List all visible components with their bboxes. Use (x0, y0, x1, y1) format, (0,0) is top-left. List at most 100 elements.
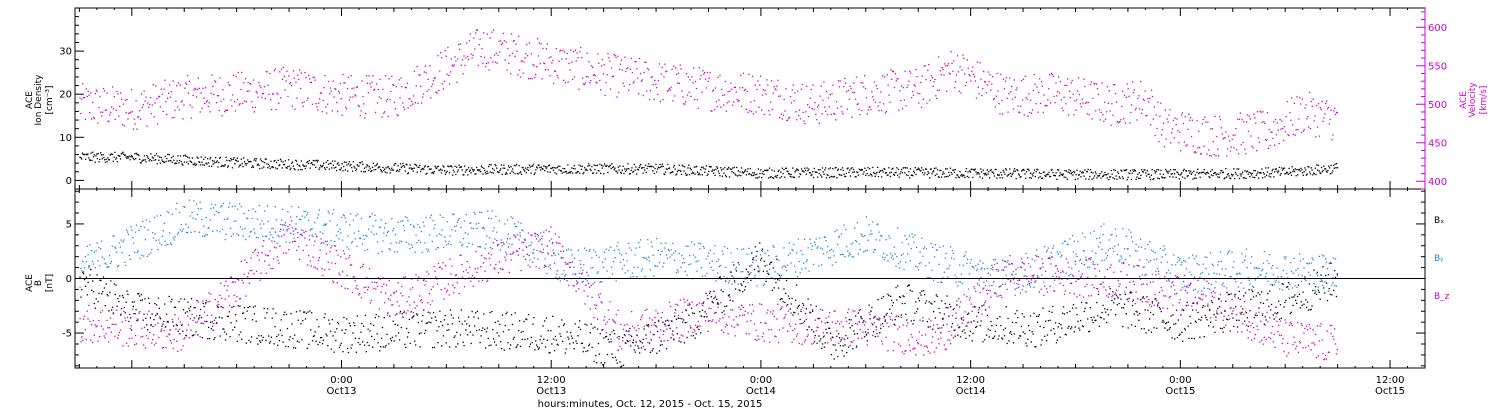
data-point (802, 170, 804, 172)
data-point (851, 256, 853, 258)
data-point (752, 261, 754, 263)
data-point (791, 248, 793, 251)
data-point (567, 81, 569, 83)
data-point (766, 264, 768, 266)
data-point (1306, 262, 1308, 264)
data-point (187, 226, 190, 229)
data-point (412, 311, 415, 314)
data-point (530, 53, 532, 55)
data-point (1133, 89, 1135, 91)
data-point (746, 253, 748, 255)
data-point (261, 96, 263, 99)
data-point (86, 95, 88, 98)
data-point (372, 162, 374, 164)
data-point (996, 295, 998, 298)
data-point (148, 160, 150, 162)
data-point (391, 304, 393, 306)
data-point (482, 227, 484, 229)
data-point (1316, 273, 1318, 275)
data-point (537, 235, 539, 237)
data-point (389, 299, 391, 301)
data-point (216, 95, 219, 97)
data-point (1224, 274, 1226, 276)
data-point (232, 94, 234, 96)
data-point (380, 291, 382, 293)
data-point (964, 84, 967, 87)
data-point (252, 166, 254, 168)
data-point (480, 171, 482, 173)
data-point (596, 272, 598, 274)
data-point (763, 113, 765, 116)
data-point (855, 76, 858, 78)
data-point (1307, 165, 1309, 168)
data-point (135, 158, 137, 160)
data-point (966, 59, 968, 61)
data-point (903, 167, 905, 169)
data-point (488, 217, 490, 219)
data-point (240, 260, 242, 262)
data-point (716, 260, 718, 263)
data-point (1290, 119, 1292, 121)
data-point (427, 166, 429, 168)
data-point (839, 174, 841, 176)
data-point (842, 169, 844, 172)
data-point (971, 70, 973, 72)
data-point (1154, 252, 1156, 254)
data-point (181, 100, 183, 102)
data-point (317, 259, 320, 261)
data-point (1021, 99, 1024, 101)
data-point (286, 230, 288, 232)
data-point (142, 104, 144, 106)
data-point (232, 233, 234, 235)
data-point (736, 166, 738, 169)
data-point (489, 264, 492, 266)
data-point (507, 47, 509, 50)
data-point (858, 243, 860, 245)
data-point (588, 61, 590, 63)
data-point (373, 89, 375, 91)
data-point (422, 167, 424, 170)
data-point (87, 90, 89, 92)
data-point (862, 173, 864, 175)
data-point (230, 157, 232, 160)
data-point (297, 169, 299, 171)
data-point (806, 259, 808, 261)
data-point (217, 95, 219, 97)
data-point (494, 61, 497, 63)
data-point (495, 215, 497, 217)
data-point (896, 256, 898, 258)
data-point (919, 92, 921, 95)
data-point (356, 164, 358, 166)
data-point (490, 57, 492, 59)
data-point (1091, 250, 1093, 252)
data-point (1140, 80, 1142, 83)
data-point (451, 229, 453, 231)
data-point (475, 32, 477, 34)
data-point (964, 254, 966, 256)
data-point (313, 266, 315, 268)
data-point (512, 252, 514, 254)
data-point (315, 103, 317, 105)
data-point (409, 304, 411, 306)
data-point (1104, 101, 1106, 103)
data-point (977, 172, 979, 174)
data-point (715, 280, 717, 282)
data-point (784, 110, 786, 112)
data-point (773, 246, 775, 248)
data-point (1090, 171, 1092, 173)
data-point (393, 251, 396, 253)
data-point (205, 87, 207, 89)
data-point (548, 231, 550, 233)
data-point (724, 246, 726, 248)
data-point (140, 225, 142, 228)
data-point (677, 271, 679, 273)
data-point (857, 103, 859, 105)
data-point (787, 119, 789, 121)
data-point (1198, 264, 1200, 266)
data-point (233, 220, 235, 223)
data-point (937, 169, 939, 171)
data-point (1186, 285, 1188, 287)
data-point (794, 92, 796, 94)
data-point (265, 71, 267, 73)
data-point (1179, 258, 1181, 260)
